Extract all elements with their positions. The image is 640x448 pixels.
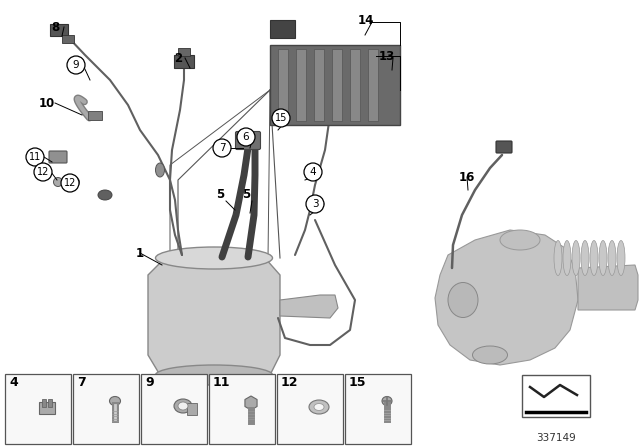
Circle shape bbox=[306, 195, 324, 213]
Text: 7: 7 bbox=[219, 143, 225, 153]
Text: 13: 13 bbox=[379, 49, 395, 63]
Bar bbox=[50, 24, 68, 36]
Text: 2: 2 bbox=[174, 52, 182, 65]
Text: 8: 8 bbox=[51, 21, 59, 34]
Ellipse shape bbox=[581, 241, 589, 276]
Ellipse shape bbox=[448, 283, 478, 318]
Ellipse shape bbox=[109, 396, 120, 405]
Bar bbox=[345, 374, 411, 444]
Text: 12: 12 bbox=[281, 376, 298, 389]
Ellipse shape bbox=[599, 241, 607, 276]
Text: 7: 7 bbox=[77, 376, 86, 389]
Text: 15: 15 bbox=[349, 376, 367, 389]
Ellipse shape bbox=[244, 129, 252, 135]
Ellipse shape bbox=[608, 241, 616, 276]
Ellipse shape bbox=[174, 399, 192, 413]
Bar bbox=[278, 49, 288, 121]
Ellipse shape bbox=[157, 415, 182, 425]
Bar bbox=[48, 399, 52, 407]
Bar bbox=[88, 111, 102, 120]
Bar bbox=[209, 374, 275, 444]
Bar bbox=[39, 402, 55, 414]
Text: 15: 15 bbox=[275, 113, 287, 123]
Ellipse shape bbox=[472, 346, 508, 364]
Ellipse shape bbox=[617, 241, 625, 276]
Text: 11: 11 bbox=[213, 376, 230, 389]
Bar bbox=[73, 374, 139, 444]
Circle shape bbox=[34, 163, 52, 181]
Text: 1: 1 bbox=[136, 246, 144, 259]
Text: 9: 9 bbox=[73, 60, 79, 70]
Polygon shape bbox=[280, 295, 338, 318]
Bar bbox=[62, 35, 74, 43]
Bar bbox=[270, 45, 400, 125]
Ellipse shape bbox=[98, 190, 112, 200]
Ellipse shape bbox=[563, 241, 571, 276]
Bar bbox=[368, 49, 378, 121]
Bar bbox=[296, 49, 306, 121]
Text: 6: 6 bbox=[243, 132, 250, 142]
FancyBboxPatch shape bbox=[49, 151, 67, 163]
Circle shape bbox=[237, 128, 255, 146]
Bar bbox=[178, 48, 190, 56]
Polygon shape bbox=[148, 258, 280, 375]
Polygon shape bbox=[578, 265, 638, 310]
Circle shape bbox=[67, 56, 85, 74]
Ellipse shape bbox=[572, 241, 580, 276]
Ellipse shape bbox=[314, 404, 324, 410]
Circle shape bbox=[213, 139, 231, 157]
Polygon shape bbox=[245, 396, 257, 410]
Bar bbox=[270, 20, 295, 38]
Polygon shape bbox=[145, 375, 175, 420]
Ellipse shape bbox=[70, 177, 79, 186]
Bar bbox=[174, 55, 194, 68]
Ellipse shape bbox=[156, 163, 164, 177]
Text: 5: 5 bbox=[242, 188, 250, 201]
Circle shape bbox=[272, 109, 290, 127]
Text: 14: 14 bbox=[358, 13, 374, 26]
Circle shape bbox=[61, 174, 79, 192]
Text: 11: 11 bbox=[29, 152, 41, 162]
Circle shape bbox=[26, 148, 44, 166]
Ellipse shape bbox=[178, 402, 188, 410]
Ellipse shape bbox=[590, 241, 598, 276]
Ellipse shape bbox=[500, 230, 540, 250]
Ellipse shape bbox=[156, 247, 273, 269]
Text: 5: 5 bbox=[216, 188, 224, 201]
Text: 10: 10 bbox=[39, 96, 55, 109]
Text: 12: 12 bbox=[64, 178, 76, 188]
Polygon shape bbox=[435, 230, 578, 365]
Ellipse shape bbox=[54, 177, 63, 186]
Circle shape bbox=[304, 163, 322, 181]
Bar bbox=[42, 399, 46, 407]
Text: 4: 4 bbox=[310, 167, 316, 177]
Bar bbox=[141, 374, 207, 444]
Ellipse shape bbox=[156, 365, 273, 385]
Text: 16: 16 bbox=[459, 171, 475, 184]
Text: 3: 3 bbox=[312, 199, 318, 209]
Ellipse shape bbox=[309, 400, 329, 414]
Bar bbox=[350, 49, 360, 121]
FancyBboxPatch shape bbox=[496, 141, 512, 153]
Bar bbox=[5, 374, 71, 444]
Text: 4: 4 bbox=[9, 376, 18, 389]
Bar bbox=[187, 403, 197, 415]
Ellipse shape bbox=[382, 396, 392, 405]
Text: 9: 9 bbox=[145, 376, 154, 389]
Bar bbox=[332, 49, 342, 121]
Bar bbox=[277, 374, 343, 444]
FancyBboxPatch shape bbox=[236, 132, 260, 150]
Ellipse shape bbox=[554, 241, 562, 276]
Bar bbox=[522, 375, 590, 417]
Bar bbox=[314, 49, 324, 121]
Text: 337149: 337149 bbox=[536, 433, 576, 443]
Text: 12: 12 bbox=[37, 167, 49, 177]
